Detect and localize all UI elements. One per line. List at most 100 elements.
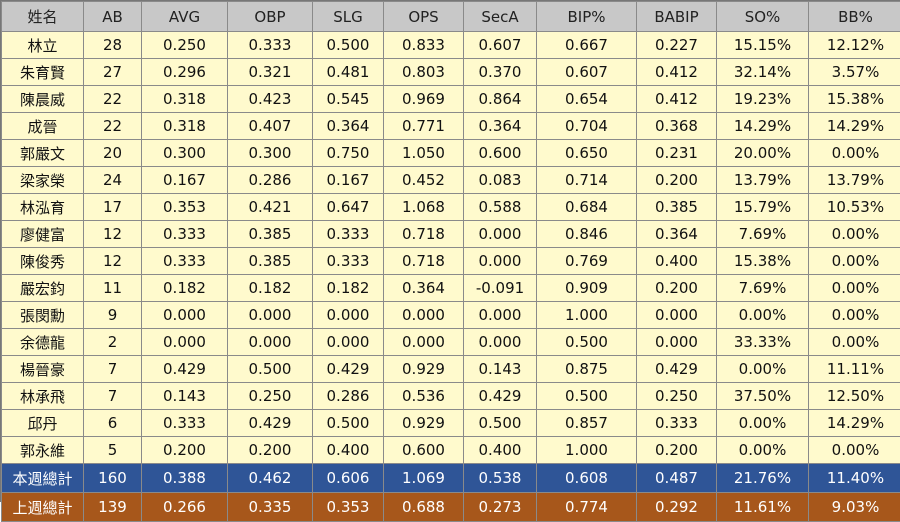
cell-name: 嚴宏鈞	[2, 275, 84, 302]
cell-bip: 0.704	[537, 113, 637, 140]
cell-obp: 0.182	[228, 275, 313, 302]
cell-bip: 0.500	[537, 383, 637, 410]
cell-so: 14.29%	[717, 113, 809, 140]
cell-so: 7.69%	[717, 275, 809, 302]
cell-seca: 0.538	[464, 464, 537, 493]
cell-babip: 0.385	[637, 194, 717, 221]
cell-obp: 0.333	[228, 32, 313, 59]
cell-bip: 0.769	[537, 248, 637, 275]
cell-bb: 13.79%	[809, 167, 900, 194]
header-ops: OPS	[384, 2, 464, 32]
cell-name: 余德龍	[2, 329, 84, 356]
cell-totals-label: 本週總計	[2, 464, 84, 493]
cell-babip: 0.000	[637, 302, 717, 329]
cell-bip: 0.714	[537, 167, 637, 194]
cell-ab: 139	[84, 493, 142, 522]
cell-ab: 12	[84, 221, 142, 248]
cell-seca: 0.370	[464, 59, 537, 86]
cell-ops: 0.929	[384, 410, 464, 437]
cell-ab: 2	[84, 329, 142, 356]
cell-avg: 0.182	[142, 275, 228, 302]
cell-slg: 0.647	[313, 194, 384, 221]
cell-ops: 0.718	[384, 248, 464, 275]
cell-ops: 0.969	[384, 86, 464, 113]
header-ab: AB	[84, 2, 142, 32]
cell-bip: 0.846	[537, 221, 637, 248]
cell-so: 21.76%	[717, 464, 809, 493]
cell-name: 成晉	[2, 113, 84, 140]
cell-babip: 0.412	[637, 59, 717, 86]
cell-babip: 0.400	[637, 248, 717, 275]
cell-bb: 14.29%	[809, 410, 900, 437]
cell-ops: 0.600	[384, 437, 464, 464]
cell-seca: -0.091	[464, 275, 537, 302]
cell-bip: 0.608	[537, 464, 637, 493]
cell-obp: 0.385	[228, 221, 313, 248]
totals-row-this-week: 本週總計 160 0.388 0.462 0.606 1.069 0.538 0…	[2, 464, 900, 493]
cell-ab: 11	[84, 275, 142, 302]
cell-bb: 11.40%	[809, 464, 900, 493]
cell-ops: 0.833	[384, 32, 464, 59]
cell-bb: 12.50%	[809, 383, 900, 410]
cell-bb: 0.00%	[809, 329, 900, 356]
header-bip: BIP%	[537, 2, 637, 32]
cell-avg: 0.266	[142, 493, 228, 522]
cell-babip: 0.429	[637, 356, 717, 383]
cell-babip: 0.487	[637, 464, 717, 493]
cell-avg: 0.388	[142, 464, 228, 493]
header-obp: OBP	[228, 2, 313, 32]
cell-ab: 27	[84, 59, 142, 86]
cell-slg: 0.750	[313, 140, 384, 167]
cell-so: 0.00%	[717, 437, 809, 464]
cell-ab: 22	[84, 86, 142, 113]
cell-bb: 10.53%	[809, 194, 900, 221]
cell-slg: 0.400	[313, 437, 384, 464]
header-seca: SecA	[464, 2, 537, 32]
cell-slg: 0.000	[313, 329, 384, 356]
cell-ab: 24	[84, 167, 142, 194]
cell-bb: 0.00%	[809, 248, 900, 275]
cell-bb: 3.57%	[809, 59, 900, 86]
cell-bb: 11.11%	[809, 356, 900, 383]
cell-ops: 0.688	[384, 493, 464, 522]
cell-slg: 0.545	[313, 86, 384, 113]
cell-name: 陳俊秀	[2, 248, 84, 275]
cell-obp: 0.421	[228, 194, 313, 221]
cell-ab: 5	[84, 437, 142, 464]
cell-obp: 0.423	[228, 86, 313, 113]
cell-slg: 0.353	[313, 493, 384, 522]
cell-obp: 0.321	[228, 59, 313, 86]
cell-avg: 0.143	[142, 383, 228, 410]
cell-name: 朱育賢	[2, 59, 84, 86]
cell-avg: 0.333	[142, 221, 228, 248]
cell-ops: 0.000	[384, 302, 464, 329]
cell-ops: 0.364	[384, 275, 464, 302]
cell-so: 13.79%	[717, 167, 809, 194]
cell-ab: 7	[84, 356, 142, 383]
cell-babip: 0.250	[637, 383, 717, 410]
cell-avg: 0.200	[142, 437, 228, 464]
cell-ab: 7	[84, 383, 142, 410]
cell-ops: 0.803	[384, 59, 464, 86]
cell-seca: 0.500	[464, 410, 537, 437]
cell-slg: 0.286	[313, 383, 384, 410]
cell-seca: 0.000	[464, 221, 537, 248]
cell-name: 廖健富	[2, 221, 84, 248]
cell-slg: 0.000	[313, 302, 384, 329]
cell-avg: 0.167	[142, 167, 228, 194]
cell-bip: 1.000	[537, 437, 637, 464]
cell-bip: 0.684	[537, 194, 637, 221]
cell-bb: 0.00%	[809, 302, 900, 329]
header-babip: BABIP	[637, 2, 717, 32]
cell-avg: 0.318	[142, 86, 228, 113]
cell-slg: 0.481	[313, 59, 384, 86]
cell-obp: 0.407	[228, 113, 313, 140]
cell-ops: 0.452	[384, 167, 464, 194]
cell-ab: 22	[84, 113, 142, 140]
cell-babip: 0.231	[637, 140, 717, 167]
